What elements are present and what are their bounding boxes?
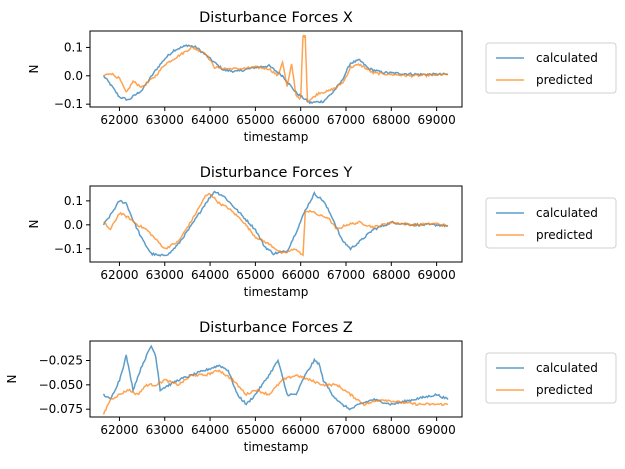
- series-line-predicted: [103, 34, 449, 103]
- x-axis-label: timestamp: [244, 285, 309, 299]
- x-tick-label: 64000: [191, 423, 229, 437]
- series-line-calculated: [102, 344, 449, 411]
- x-tick-label: 68000: [372, 268, 410, 282]
- y-tick-label: −0.1: [54, 242, 83, 256]
- legend: calculated predicted: [485, 42, 617, 94]
- axes-frame: [89, 185, 463, 263]
- x-tick-label: 69000: [418, 423, 456, 437]
- x-tick-label: 62000: [100, 268, 138, 282]
- x-tick-label: 63000: [146, 268, 184, 282]
- chart-title: Disturbance Forces X: [199, 10, 353, 26]
- legend-label-calculated: calculated: [536, 51, 598, 65]
- x-axis-label: timestamp: [244, 130, 309, 144]
- x-tick-label: 67000: [327, 423, 365, 437]
- x-tick-label: 63000: [146, 423, 184, 437]
- x-tick-label: 62000: [100, 423, 138, 437]
- y-tick-label: −0.075: [39, 402, 83, 416]
- legend-label-predicted: predicted: [536, 228, 593, 242]
- y-tick-label: 0.1: [64, 40, 83, 54]
- x-tick-label: 62000: [100, 113, 138, 127]
- x-tick-label: 68000: [372, 113, 410, 127]
- y-tick-label: −0.025: [39, 353, 83, 367]
- legend-label-calculated: calculated: [536, 361, 598, 375]
- y-axis-label: N: [5, 375, 19, 384]
- chart-title: Disturbance Forces Y: [200, 165, 353, 181]
- subplot-2: 62000 63000 64000 65000 66000 67000 68000 69000…: [27, 165, 617, 299]
- x-tick-label: 63000: [146, 113, 184, 127]
- series-line-predicted: [102, 369, 449, 415]
- y-tick-label: −0.1: [54, 97, 83, 111]
- y-tick-label: 0.1: [64, 194, 83, 208]
- x-tick-label: 67000: [327, 113, 365, 127]
- subplot-1: 62000 63000 64000 65000 66000 67000 68000 69000…: [27, 10, 617, 144]
- x-tick-label: 64000: [191, 113, 229, 127]
- legend-label-predicted: predicted: [536, 383, 593, 397]
- y-tick-label: −0.050: [39, 378, 83, 392]
- x-tick-label: 66000: [282, 423, 320, 437]
- axes-frame: [89, 30, 463, 108]
- y-tick-label: 0.0: [64, 69, 83, 83]
- x-tick-label: 66000: [282, 113, 320, 127]
- x-tick-label: 67000: [327, 268, 365, 282]
- x-tick-label: 68000: [372, 423, 410, 437]
- x-tick-label: 69000: [418, 113, 456, 127]
- x-tick-label: 65000: [236, 113, 274, 127]
- legend-label-predicted: predicted: [536, 73, 593, 87]
- axes-frame: [89, 340, 463, 418]
- series-line-calculated: [102, 44, 449, 105]
- y-axis-label: N: [27, 65, 41, 74]
- x-axis-label: timestamp: [244, 440, 309, 454]
- x-tick-label: 69000: [418, 268, 456, 282]
- legend: calculated predicted: [485, 197, 617, 249]
- series-line-predicted: [103, 192, 449, 257]
- x-tick-label: 64000: [191, 268, 229, 282]
- legend-label-calculated: calculated: [536, 206, 598, 220]
- x-tick-label: 65000: [236, 423, 274, 437]
- legend: calculated predicted: [485, 352, 617, 404]
- x-tick-label: 65000: [236, 268, 274, 282]
- chart-title: Disturbance Forces Z: [199, 320, 353, 336]
- y-tick-label: 0.0: [64, 218, 83, 232]
- x-tick-label: 66000: [282, 268, 320, 282]
- y-axis-label: N: [27, 220, 41, 229]
- subplot-3: 62000 63000 64000 65000 66000 67000 68000 69000…: [5, 320, 617, 454]
